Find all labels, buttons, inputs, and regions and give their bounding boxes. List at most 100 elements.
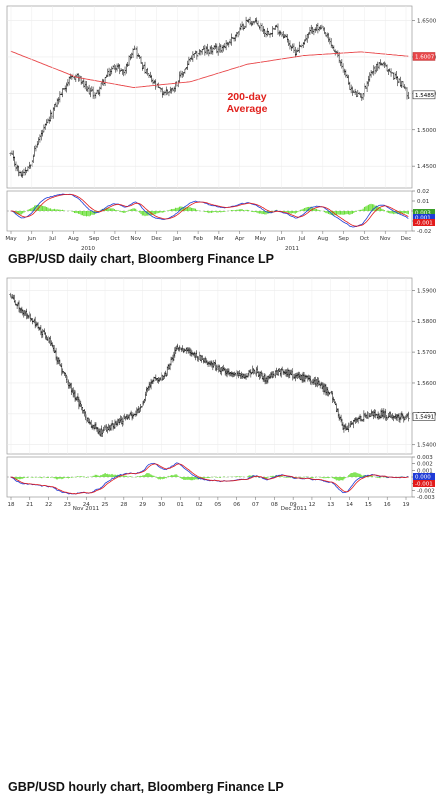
histogram-bar — [87, 211, 88, 216]
histogram-bar — [327, 211, 328, 213]
histogram-bar — [315, 209, 316, 211]
histogram-bar — [19, 211, 20, 214]
histogram-bar — [63, 477, 64, 478]
histogram-bar — [408, 211, 409, 214]
histogram-bar — [86, 477, 87, 478]
histogram-bar — [297, 211, 298, 212]
histogram-bar — [223, 211, 224, 212]
histogram-bar — [371, 204, 372, 211]
histogram-bar — [340, 477, 341, 480]
histogram-bar — [287, 211, 288, 212]
price-plot-frame — [7, 278, 412, 454]
histogram-bar — [194, 208, 195, 211]
histogram-bar — [86, 211, 87, 216]
histogram-bar — [286, 477, 287, 478]
histogram-bar — [344, 477, 345, 479]
histogram-bar — [151, 475, 152, 477]
histogram-bar — [193, 477, 194, 480]
histogram-bar — [105, 473, 106, 477]
histogram-bar — [27, 477, 28, 478]
histogram-bar — [20, 477, 21, 479]
histogram-bar — [344, 211, 345, 215]
histogram-bar — [149, 473, 150, 477]
x-tick-label: 25 — [102, 502, 109, 508]
histogram-bar — [61, 210, 62, 211]
x-tick-label: Aug — [68, 236, 79, 242]
histogram-bar — [100, 475, 101, 477]
histogram-bar — [224, 211, 225, 212]
histogram-bar — [304, 208, 305, 211]
x-tick-label: Jun — [276, 236, 286, 242]
x-tick-label: May — [5, 236, 17, 242]
x-tick-label: 22 — [45, 502, 52, 508]
price-tick-label: 1.5000 — [417, 128, 437, 134]
histogram-bar — [27, 210, 28, 211]
histogram-bar — [208, 211, 209, 213]
histogram-bar — [163, 477, 164, 479]
histogram-bar — [61, 477, 62, 479]
histogram-bar — [129, 476, 130, 477]
x-tick-label: Sep — [89, 236, 100, 242]
histogram-bar — [262, 211, 263, 214]
histogram-bar — [311, 477, 312, 478]
histogram-bar — [46, 207, 47, 211]
histogram-bar — [173, 475, 174, 477]
histogram-bar — [18, 477, 19, 479]
histogram-bar — [81, 211, 82, 215]
histogram-bar — [273, 476, 274, 477]
histogram-bar — [325, 477, 326, 478]
histogram-bar — [214, 476, 215, 477]
histogram-bar — [383, 477, 384, 478]
oscillator-tick-label: -0.02 — [417, 229, 431, 235]
daily-chart-panel: 1.65001.60001.55001.50001.45000.020.010.… — [0, 0, 448, 268]
histogram-bar — [389, 211, 390, 213]
histogram-bar — [255, 211, 256, 212]
price-bars — [9, 17, 409, 178]
histogram-bar — [207, 211, 208, 212]
x-tick-label: Feb — [193, 236, 203, 242]
histogram-bar — [195, 477, 196, 479]
histogram-bar — [379, 477, 380, 478]
histogram-bar — [289, 211, 290, 213]
histogram-bar — [166, 477, 167, 478]
x-month-label: Nov 2011 — [73, 506, 99, 512]
histogram-bar — [125, 211, 126, 213]
histogram-bar — [41, 477, 42, 478]
histogram-bar — [252, 211, 253, 212]
histogram-bar — [332, 477, 333, 478]
price-tick-label: 1.6500 — [417, 19, 437, 25]
histogram-bar — [107, 474, 108, 477]
x-tick-label: 29 — [139, 502, 146, 508]
x-tick-label: 12 — [308, 502, 315, 508]
histogram-bar — [160, 477, 161, 480]
histogram-bar — [59, 210, 60, 211]
x-month-label: Dec 2011 — [281, 506, 307, 512]
oscillator-histogram — [11, 204, 408, 217]
histogram-bar — [381, 209, 382, 211]
histogram-bar — [154, 211, 155, 214]
histogram-bar — [73, 211, 74, 212]
histogram-bar — [47, 477, 48, 478]
histogram-bar — [79, 211, 80, 214]
histogram-bar — [234, 210, 235, 211]
x-tick-label: 02 — [196, 502, 203, 508]
price-tick-label: 1.5600 — [417, 381, 437, 387]
histogram-bar — [152, 475, 153, 477]
histogram-bar — [50, 208, 51, 211]
histogram-bar — [192, 208, 193, 211]
histogram-bar — [194, 477, 195, 480]
histogram-bar — [267, 477, 268, 479]
histogram-bar — [174, 475, 175, 477]
histogram-bar — [338, 477, 339, 481]
histogram-bar — [384, 210, 385, 211]
x-tick-label: 06 — [233, 502, 240, 508]
histogram-bar — [47, 208, 48, 211]
histogram-bar — [168, 210, 169, 211]
x-tick-label: Dec — [151, 236, 162, 242]
oscillator-tick-label: -0.003 — [417, 495, 435, 501]
histogram-bar — [169, 476, 170, 477]
histogram-bar — [127, 476, 128, 477]
histogram-bar — [238, 210, 239, 211]
histogram-bar — [327, 477, 328, 478]
histogram-bar — [365, 206, 366, 211]
